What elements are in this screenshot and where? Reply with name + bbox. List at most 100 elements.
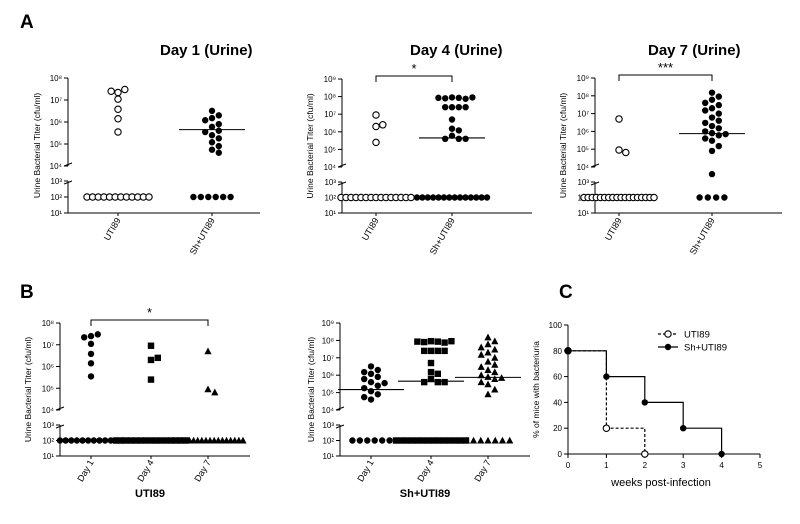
data-point-baseline [435, 437, 443, 444]
data-point [204, 385, 212, 393]
data-point [204, 347, 212, 355]
data-point-baseline [101, 437, 109, 444]
data-point [484, 390, 492, 398]
data-point [361, 375, 368, 383]
data-point-baseline [696, 194, 703, 201]
data-point [455, 103, 462, 111]
data-point [484, 380, 492, 388]
data-point [484, 348, 492, 356]
data-point [484, 373, 492, 380]
data-point [379, 121, 387, 129]
x-tick-label: Day 4 [135, 458, 155, 483]
data-point [484, 357, 492, 365]
data-point-baseline [157, 437, 165, 444]
data-point [215, 120, 222, 128]
data-point [708, 170, 716, 178]
data-point [208, 107, 216, 115]
data-point [154, 354, 161, 362]
data-point [477, 378, 485, 386]
legend-marker [664, 343, 672, 351]
y-tick-label: 10⁶ [50, 118, 62, 127]
data-point [435, 94, 442, 102]
data-point [367, 396, 375, 403]
series-point [718, 450, 725, 458]
data-point-baseline [419, 194, 426, 201]
data-point [448, 94, 456, 101]
data-point [87, 350, 95, 358]
data-point-baseline [79, 437, 86, 444]
data-point-baseline [364, 437, 371, 444]
panel-letter-a: A [20, 12, 34, 33]
data-point-baseline [403, 437, 410, 444]
data-point [708, 89, 716, 96]
data-point [421, 347, 428, 355]
data-point [87, 340, 95, 348]
data-point [427, 347, 435, 355]
data-point-baseline [425, 437, 432, 444]
data-point [215, 149, 222, 156]
data-point [434, 370, 441, 378]
y-tick-label: 10⁵ [577, 145, 589, 154]
legend-label: Sh+UTI89 [684, 343, 727, 354]
data-point [448, 116, 456, 123]
data-point [211, 388, 219, 396]
data-point-baseline [704, 194, 712, 201]
data-point [469, 94, 476, 101]
x-axis-title: UTI89 [135, 488, 165, 500]
significance-bracket [375, 75, 453, 82]
data-point-baseline [451, 194, 458, 201]
data-point-baseline [68, 437, 75, 444]
data-point [441, 347, 448, 355]
data-point [374, 382, 381, 389]
data-point-baseline [112, 437, 120, 444]
x-tick-label: 1 [604, 461, 609, 470]
y-tick-label: 10⁶ [324, 128, 336, 137]
data-point [374, 391, 381, 398]
y-tick-label: 10⁷ [577, 110, 589, 119]
data-point-baseline [506, 436, 514, 444]
y-axis-label: Urine Bacterial Titer (cfu/ml) [306, 337, 316, 442]
data-point [477, 343, 485, 351]
data-point-baseline [392, 437, 400, 444]
x-tick-label: 0 [566, 461, 571, 470]
y-tick-label: 10³ [50, 177, 62, 186]
data-point [427, 375, 435, 383]
data-point [442, 103, 449, 111]
data-point-baseline [73, 437, 81, 444]
data-point-baseline [430, 437, 437, 444]
data-point [702, 99, 709, 107]
data-point [114, 105, 122, 113]
x-axis-title: weeks post-infection [610, 477, 711, 489]
data-point-baseline [419, 437, 427, 444]
data-point [491, 345, 499, 353]
data-point [455, 94, 462, 102]
data-point [441, 378, 448, 386]
y-tick-label: 10⁵ [324, 145, 336, 154]
y-tick-label: 10⁴ [50, 162, 63, 171]
data-point [491, 368, 499, 376]
data-point-baseline [446, 194, 453, 201]
y-tick-label: 10⁸ [322, 336, 334, 345]
data-point [114, 115, 122, 123]
y-tick-label: 10³ [322, 421, 334, 430]
x-tick-label: UTI89 [360, 216, 381, 242]
data-point [202, 128, 209, 136]
y-tick-label: 10⁷ [42, 341, 54, 350]
chart-title: Day 1 (Urine) [160, 42, 253, 59]
y-tick-label: 10⁷ [50, 96, 62, 105]
data-point-baseline [378, 437, 386, 444]
data-point [491, 385, 499, 393]
data-point [462, 103, 469, 111]
data-point [367, 378, 375, 386]
data-point [708, 96, 716, 103]
y-tick-label: 100 [549, 321, 563, 330]
data-point [715, 125, 722, 132]
data-point [421, 338, 428, 346]
data-point [215, 135, 222, 142]
data-point-baseline [407, 193, 415, 202]
data-point-baseline [721, 194, 728, 201]
x-tick-label: UTI89 [102, 216, 123, 242]
data-point-baseline [145, 193, 153, 201]
chart-a-day4: Day 4 (Urine) Urine Bacterial Titer (cfu/… [305, 42, 532, 256]
y-tick-label: 10⁷ [322, 354, 334, 363]
